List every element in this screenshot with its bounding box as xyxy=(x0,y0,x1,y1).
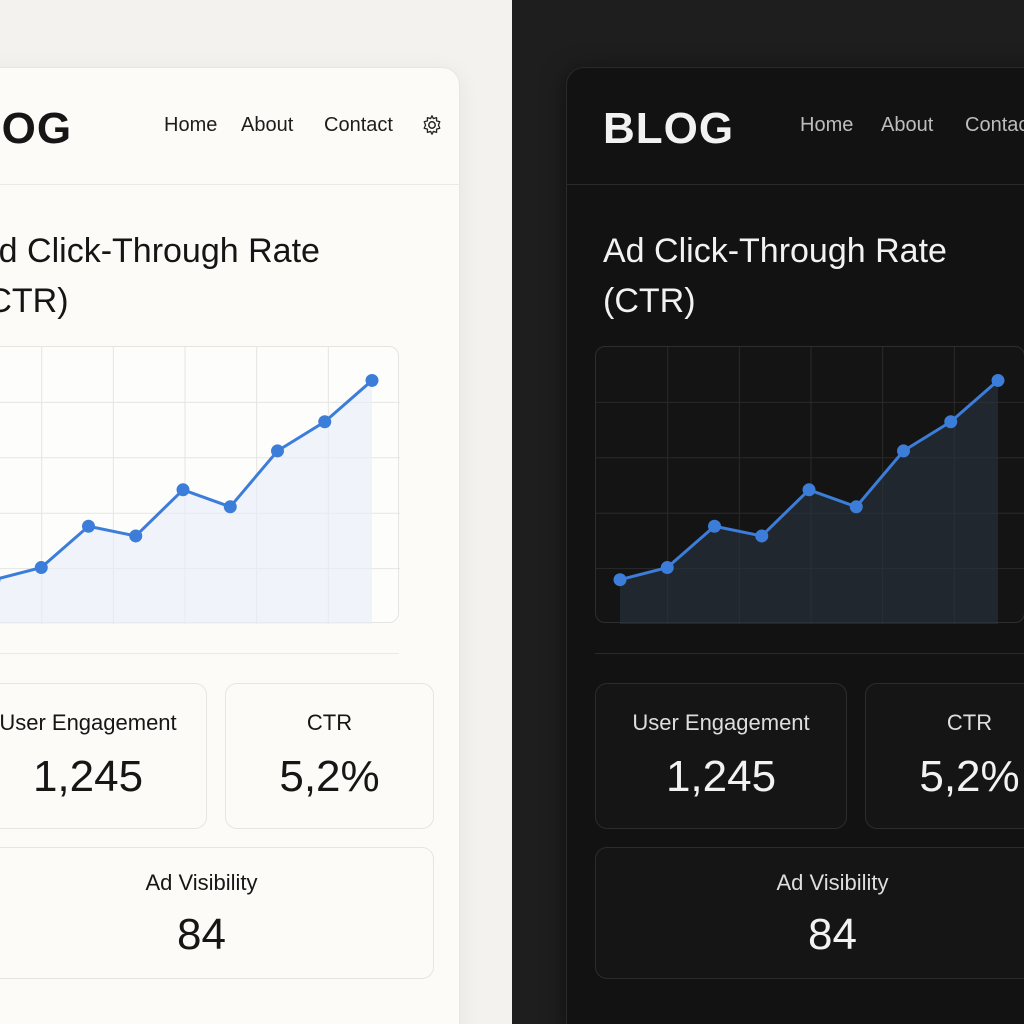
series-area-fill xyxy=(620,380,998,624)
stat-label: User Engagement xyxy=(0,710,177,735)
stat-value: 5,2% xyxy=(919,752,1020,801)
header-divider xyxy=(567,184,1024,185)
stat-card-ctr: CTR 5,2% xyxy=(225,683,434,829)
stat-value: 84 xyxy=(177,910,226,959)
data-point xyxy=(849,500,863,514)
page-title: Ad Click-Through Rate (CTR) xyxy=(0,232,320,320)
data-point xyxy=(129,529,143,543)
data-point xyxy=(708,519,721,533)
data-point xyxy=(318,415,332,429)
stat-label: CTR xyxy=(306,710,353,735)
dark-theme-preview: BLOG Home About Contact Ad Click-Through… xyxy=(512,0,1024,1024)
nav-about[interactable]: About xyxy=(241,114,294,136)
stat-card-ad-visibility: Ad Visibility 84 xyxy=(595,847,1024,979)
logo[interactable]: BLOG xyxy=(0,104,73,153)
page-title: Ad Click-Through Rate (CTR) xyxy=(603,232,947,320)
stat-value: 1,245 xyxy=(665,752,777,801)
data-point xyxy=(0,577,1,583)
ctr-chart xyxy=(0,346,400,624)
logo[interactable]: BLOG xyxy=(603,104,735,153)
dark-page-card: BLOG Home About Contact Ad Click-Through… xyxy=(566,67,1024,1024)
light-page-card: BLOG Home About Contact Ad Click-Through… xyxy=(0,67,460,1024)
data-point xyxy=(660,561,674,575)
stat-label: User Engagement xyxy=(632,710,810,735)
ctr-line-chart xyxy=(596,347,1024,624)
nav-contact[interactable]: Contact xyxy=(324,114,393,136)
stat-card-ad-visibility: Ad Visibility 84 xyxy=(0,847,434,979)
section-divider xyxy=(0,653,399,654)
data-point xyxy=(991,373,1005,387)
stat-value: 1,245 xyxy=(32,752,144,801)
data-point xyxy=(223,500,237,514)
ctr-line-chart xyxy=(0,347,400,624)
data-point xyxy=(365,373,379,387)
data-point xyxy=(34,561,48,575)
stat-label: Ad Visibility xyxy=(145,870,258,895)
data-point xyxy=(613,573,627,587)
nav-home[interactable]: Home xyxy=(164,114,218,136)
nav-contact[interactable]: Contact xyxy=(965,114,1024,136)
stat-card-ctr: CTR 5,2% xyxy=(865,683,1024,829)
data-point xyxy=(82,519,95,533)
ctr-chart xyxy=(595,346,1024,624)
nav-about[interactable]: About xyxy=(881,114,934,136)
data-point xyxy=(944,415,958,429)
data-point xyxy=(271,444,284,458)
series-area-fill xyxy=(0,380,372,624)
stat-value: 5,2% xyxy=(279,752,380,801)
stat-card-user-engagement: User Engagement 1,245 xyxy=(0,683,207,829)
section-divider xyxy=(595,653,1024,654)
gear-icon[interactable] xyxy=(421,114,443,136)
data-point xyxy=(755,529,769,543)
data-point xyxy=(176,483,190,497)
header-divider xyxy=(0,184,459,185)
stat-label: CTR xyxy=(946,710,993,735)
stat-label: Ad Visibility xyxy=(776,870,889,895)
stat-value: 84 xyxy=(808,910,857,959)
stat-card-user-engagement: User Engagement 1,245 xyxy=(595,683,847,829)
data-point xyxy=(897,444,910,458)
light-theme-preview: BLOG Home About Contact Ad Click-Through… xyxy=(0,0,512,1024)
data-point xyxy=(802,483,816,497)
nav-home[interactable]: Home xyxy=(800,114,854,136)
